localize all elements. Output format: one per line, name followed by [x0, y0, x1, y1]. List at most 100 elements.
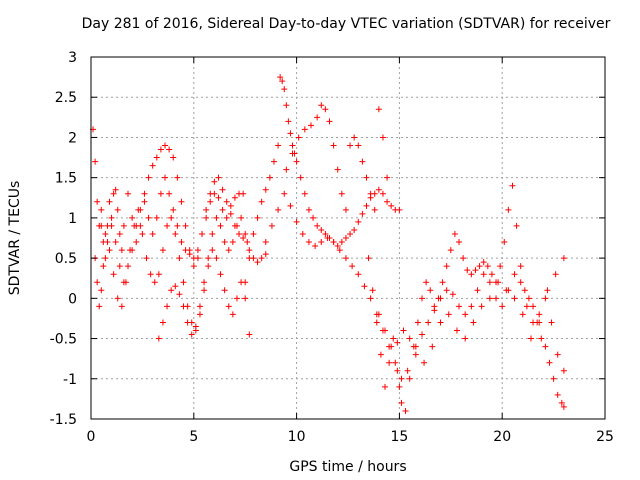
data-point: [355, 142, 362, 149]
data-point: [100, 263, 107, 270]
data-point: [159, 247, 166, 254]
y-tick-label: 1: [68, 211, 77, 227]
data-point: [211, 178, 218, 185]
data-point: [342, 206, 349, 213]
x-tick-label: 10: [288, 429, 306, 445]
data-point: [262, 186, 269, 193]
data-point: [384, 174, 391, 181]
data-point: [495, 279, 502, 286]
data-point: [151, 279, 158, 286]
data-point: [240, 235, 247, 241]
data-point: [542, 295, 549, 302]
data-point: [392, 359, 399, 366]
data-point: [287, 202, 294, 209]
data-point: [394, 367, 401, 374]
data-point: [209, 230, 216, 237]
data-point: [538, 335, 545, 342]
series-0: [90, 126, 247, 262]
data-point: [262, 239, 269, 246]
data-point: [125, 263, 132, 270]
data-point: [102, 230, 109, 237]
data-point: [98, 287, 105, 294]
data-point: [521, 287, 528, 294]
data-point: [199, 230, 206, 237]
data-point: [398, 375, 405, 382]
data-point: [223, 214, 230, 221]
data-point: [400, 327, 407, 334]
data-point: [388, 202, 395, 209]
data-point: [213, 255, 220, 262]
data-point: [201, 279, 208, 286]
data-point: [377, 351, 384, 358]
data-point: [283, 102, 290, 109]
data-point: [355, 271, 362, 278]
x-tick-label: 0: [87, 429, 96, 445]
data-point: [149, 162, 156, 169]
data-point: [170, 206, 177, 213]
data-point: [554, 391, 561, 398]
data-point: [219, 186, 226, 193]
data-point: [342, 255, 349, 262]
data-point: [499, 303, 506, 310]
data-point: [157, 190, 164, 197]
data-point: [221, 239, 228, 246]
y-tick-label: 0.5: [55, 251, 77, 267]
data-point: [194, 247, 201, 254]
data-point: [359, 158, 366, 165]
data-point: [125, 190, 132, 197]
data-point: [429, 343, 436, 350]
x-tick-label: 15: [390, 429, 408, 445]
data-point: [92, 158, 99, 165]
data-point: [419, 295, 426, 302]
data-point: [225, 247, 232, 254]
data-point: [184, 319, 191, 326]
data-point: [550, 375, 557, 382]
data-point: [153, 154, 160, 161]
data-point: [560, 403, 567, 410]
data-point: [289, 142, 296, 149]
data-point: [412, 343, 419, 350]
data-point: [215, 194, 222, 201]
data-point: [283, 166, 290, 173]
chart-title: Day 281 of 2016, Sidereal Day-to-day VTE…: [82, 16, 611, 32]
data-point: [388, 343, 395, 350]
data-point: [312, 243, 319, 250]
x-tick-label: 20: [493, 429, 511, 445]
data-point: [375, 106, 382, 113]
data-point: [145, 214, 152, 221]
data-point: [544, 287, 551, 294]
data-point: [108, 222, 115, 229]
data-point: [414, 319, 421, 326]
data-point: [318, 226, 325, 233]
data-point: [560, 255, 567, 262]
data-point: [501, 239, 508, 246]
data-point: [166, 190, 173, 197]
data-point: [139, 230, 146, 237]
data-point: [120, 222, 127, 229]
x-axis-title: GPS time / hours: [289, 459, 406, 475]
series-3: [155, 214, 269, 342]
data-point: [289, 150, 296, 157]
data-point: [464, 267, 471, 274]
data-point: [178, 198, 185, 205]
data-point: [338, 239, 345, 246]
series-2: [98, 206, 253, 338]
data-point: [536, 319, 543, 326]
data-point: [382, 327, 389, 334]
data-point: [168, 287, 175, 294]
data-point: [509, 182, 516, 189]
data-point: [318, 102, 325, 109]
data-point: [231, 194, 238, 201]
data-point: [324, 235, 331, 241]
data-point: [203, 206, 210, 213]
data-point: [131, 222, 138, 229]
data-point: [129, 214, 136, 221]
data-point: [453, 327, 460, 334]
y-tick-label: -1.5: [50, 412, 77, 428]
data-point: [215, 174, 222, 181]
data-point: [112, 186, 119, 193]
data-point: [141, 190, 148, 197]
data-point: [560, 367, 567, 374]
data-point: [96, 303, 103, 310]
